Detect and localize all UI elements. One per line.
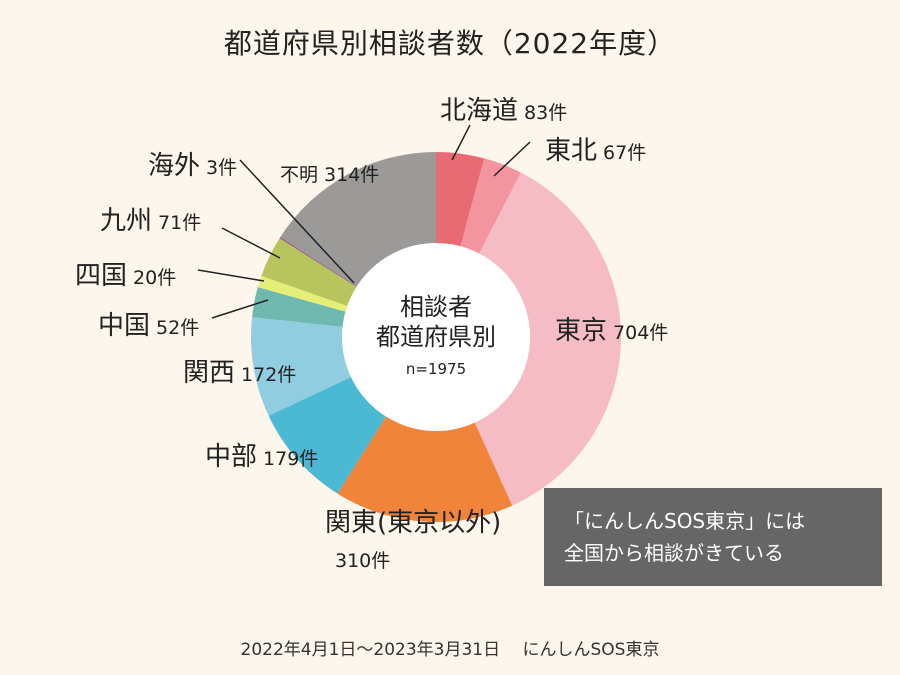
label-overseas: 海外 3件 <box>148 151 238 181</box>
label-kyushu: 九州 71件 <box>100 206 202 236</box>
label-tohoku: 東北 67件 <box>545 136 647 166</box>
label-kanto: 関東(東京以外) <box>325 508 502 538</box>
note-box: 「にんしんSOS東京」には 全国から相談がきている <box>544 488 882 586</box>
chart-title: 都道府県別相談者数（2022年度） <box>223 27 677 60</box>
label-kansai: 関西 172件 <box>183 358 297 388</box>
label-chugoku: 中国 52件 <box>98 311 200 341</box>
leader-line-1 <box>493 141 531 177</box>
center-line-2: 都道府県別 <box>376 323 496 351</box>
leader-line-4 <box>211 299 269 319</box>
label-chubu: 中部 179件 <box>205 442 319 472</box>
center-label: 相談者 都道府県別 n=1975 <box>341 292 531 378</box>
center-line-1: 相談者 <box>400 293 472 321</box>
donut-hole <box>342 243 530 431</box>
center-n: n=1975 <box>405 360 467 378</box>
label-unknown: 不明 314件 <box>280 164 380 186</box>
note-line-1: 「にんしんSOS東京」には <box>564 509 806 533</box>
label-tokyo: 東京 704件 <box>555 316 669 346</box>
label-hokkaido: 北海道 83件 <box>440 96 568 126</box>
leader-line-3 <box>197 269 265 282</box>
label-kanto-count: 310件 <box>335 550 391 572</box>
label-shikoku: 四国 20件 <box>75 261 177 291</box>
leader-line-5 <box>239 159 355 284</box>
leader-line-0 <box>451 124 471 161</box>
leader-line-2 <box>221 227 281 259</box>
note-line-2: 全国から相談がきている <box>564 541 784 565</box>
footer: 2022年4月1日～2023年3月31日 にんしんSOS東京 <box>240 640 660 660</box>
